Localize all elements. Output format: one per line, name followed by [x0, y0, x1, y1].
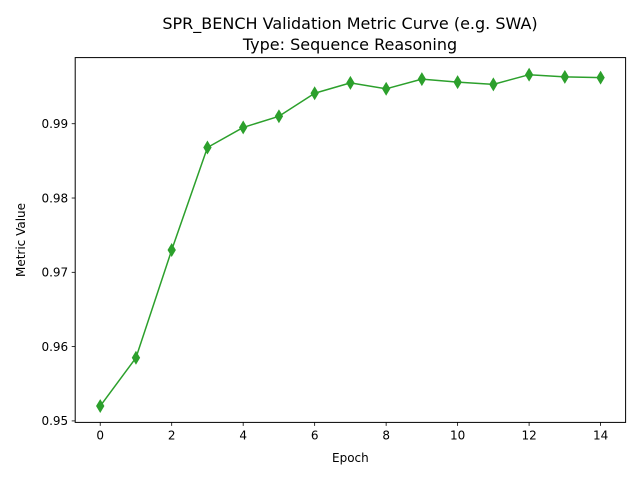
data-point-marker — [596, 70, 605, 85]
y-tick-label: 0.96 — [41, 340, 68, 354]
data-point-marker — [489, 77, 498, 92]
x-tick-label: 8 — [382, 428, 390, 442]
data-point-marker — [417, 72, 427, 87]
data-point-marker — [96, 399, 105, 414]
chart-title-line2: Type: Sequence Reasoning — [242, 35, 457, 54]
data-point-marker — [381, 81, 391, 96]
y-tick-label: 0.95 — [41, 414, 68, 428]
data-point-marker — [560, 69, 570, 84]
series-line — [99, 73, 602, 408]
data-point-marker — [203, 140, 212, 155]
y-tick-label: 0.99 — [41, 117, 68, 131]
x-axis-label: Epoch — [332, 451, 369, 465]
y-axis-ticks: 0.95 0.96 0.97 0.98 0.99 — [41, 117, 76, 428]
x-tick-label: 4 — [239, 428, 247, 442]
plot-area-frame — [74, 57, 627, 423]
data-point-marker — [274, 109, 284, 124]
x-axis-ticks: 0 2 4 6 8 10 12 14 — [96, 422, 608, 442]
chart-title-line1: SPR_BENCH Validation Metric Curve (e.g. … — [162, 14, 537, 34]
x-tick-label: 0 — [96, 428, 104, 442]
y-axis-label: Metric Value — [14, 203, 28, 277]
data-point-marker — [131, 350, 141, 365]
data-point-marker — [453, 75, 462, 90]
x-tick-label: 14 — [593, 428, 608, 442]
data-point-marker — [238, 120, 248, 135]
y-tick-label: 0.97 — [41, 266, 68, 280]
x-tick-label: 2 — [168, 428, 176, 442]
x-tick-label: 6 — [311, 428, 319, 442]
x-tick-label: 12 — [521, 428, 536, 442]
data-point-marker — [167, 243, 176, 258]
y-tick-label: 0.98 — [41, 191, 68, 205]
x-tick-label: 10 — [450, 428, 465, 442]
data-point-marker — [524, 67, 534, 82]
data-point-marker — [310, 86, 319, 101]
data-point-marker — [346, 75, 355, 90]
series-layer — [96, 67, 605, 414]
